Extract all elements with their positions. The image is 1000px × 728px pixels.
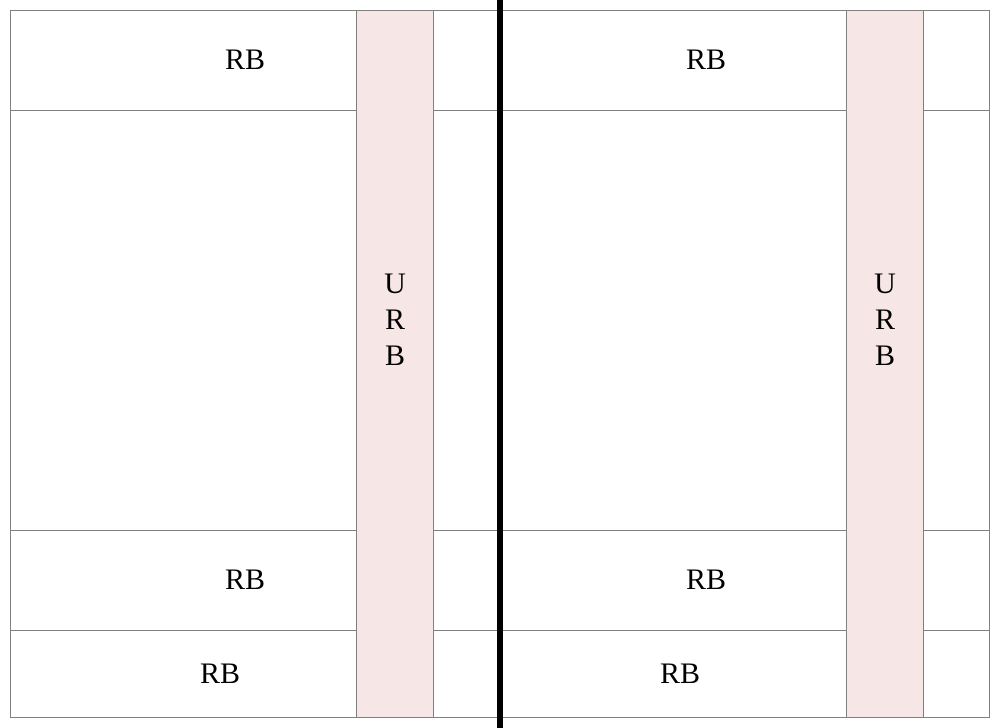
center-divider xyxy=(497,0,503,728)
diagram-canvas: RB RB RB RB RB RB U R B U R B xyxy=(0,0,1000,728)
urb-label-right: U R B xyxy=(874,266,896,374)
rb-label-row4-left: RB xyxy=(200,657,240,691)
urb-label-left: U R B xyxy=(384,266,406,374)
rb-label-row1-left: RB xyxy=(225,43,265,77)
rb-label-row1-right: RB xyxy=(686,43,726,77)
rb-label-row3-left: RB xyxy=(225,563,265,597)
rb-label-row4-right: RB xyxy=(660,657,700,691)
rb-label-row3-right: RB xyxy=(686,563,726,597)
